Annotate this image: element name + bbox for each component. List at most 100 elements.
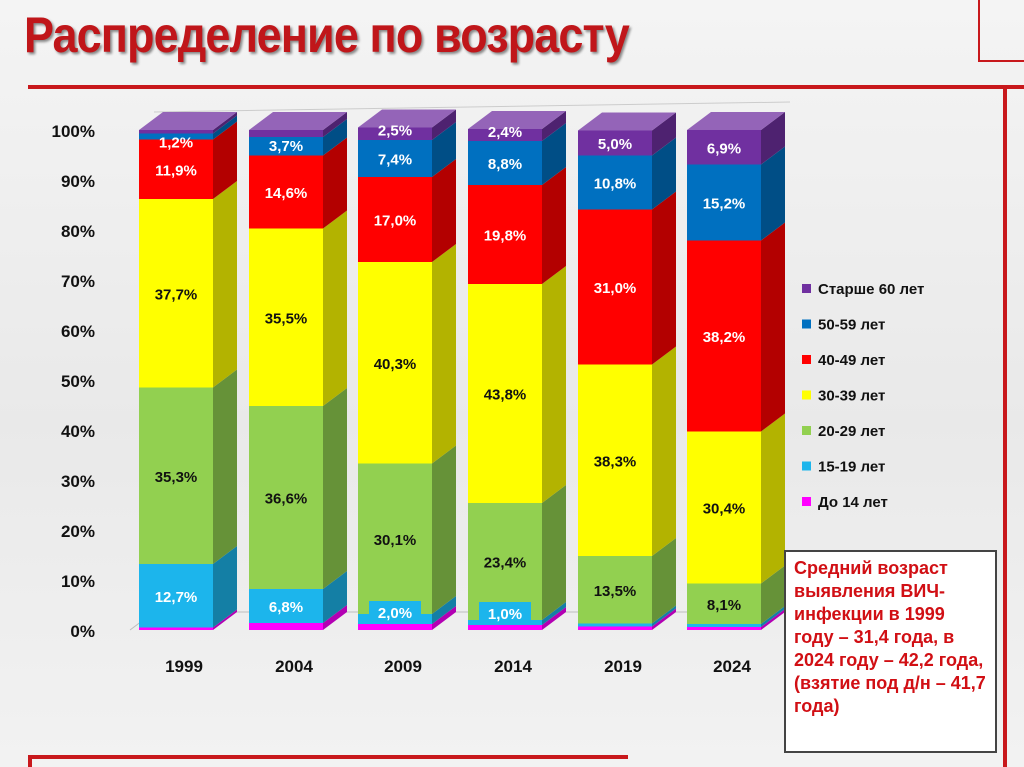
bar-segment (687, 431, 761, 584)
segment-label: 1,0% (488, 606, 522, 623)
segment-label: 11,9% (155, 162, 197, 179)
bar-group-2009: 2,0% 30,1% 40,3% 17,0% 7,4% 2,5% (358, 109, 456, 630)
legend-label: 50-59 лет (818, 317, 885, 334)
bar-segment-side (432, 596, 456, 624)
bar-segment-side (761, 606, 785, 627)
bar-segment (249, 155, 323, 229)
bar-segment-side (652, 608, 676, 630)
legend-label: 20-29 лет (818, 423, 885, 440)
bar-segment-side (432, 445, 456, 614)
segment-label: 30,1% (374, 532, 417, 549)
bar-segment-side (213, 115, 237, 140)
segment-label: 38,2% (703, 329, 746, 346)
x-tick-label: 1999 (165, 657, 203, 676)
bar-segment-side (323, 137, 347, 229)
legend-swatch (802, 497, 811, 506)
bar-segment (249, 623, 323, 630)
segment-label: 8,8% (488, 156, 522, 173)
x-tick-label: 2004 (275, 657, 313, 676)
bar-segment-side (542, 485, 566, 620)
bar-segment-side (652, 605, 676, 627)
segment-label: 19,8% (484, 228, 527, 245)
segment-label: 17,0% (374, 213, 417, 230)
bar-segment-side (761, 565, 785, 624)
x-tick-label: 2024 (713, 657, 751, 676)
bar-segment-side (542, 607, 566, 630)
y-tick-label: 30% (61, 472, 95, 491)
bar-segment (578, 556, 652, 624)
bar-segment (687, 627, 761, 630)
frame-right-line (1003, 85, 1007, 767)
bar-segment (468, 284, 542, 503)
segment-label: 37,7% (155, 286, 198, 303)
segment-label: 23,4% (484, 555, 527, 572)
segment-label: 35,3% (155, 469, 198, 486)
segment-label: 6,8% (269, 599, 303, 616)
bar-group-1999: 12,7% 35,3% 37,7% 11,9% 1,2% (139, 112, 237, 630)
segment-label: 35,5% (265, 310, 308, 327)
bar-segment (468, 141, 542, 185)
segment-label: 40,3% (374, 356, 417, 373)
legend-swatch (802, 355, 811, 364)
bar-segment (249, 406, 323, 589)
bar-segment (139, 199, 213, 388)
bar-group-2019: 13,5% 38,3% 31,0% 10,8% 5,0% (578, 112, 676, 630)
bar-segment (468, 129, 542, 141)
y-tick-label: 10% (61, 572, 95, 591)
frame-left-line (28, 755, 32, 767)
bar-segment-side (542, 602, 566, 625)
bar-segment (358, 140, 432, 177)
legend-swatch (802, 319, 811, 329)
x-tick-label: 2014 (494, 657, 532, 676)
bar-segment (578, 209, 652, 365)
bar-segment (578, 155, 652, 210)
gridline (153, 101, 791, 113)
bar-segment (249, 130, 323, 137)
y-tick-label: 90% (61, 172, 95, 191)
x-tick-label: 2019 (604, 657, 642, 676)
segment-label: 6,9% (707, 140, 741, 157)
bar-segment (578, 623, 652, 627)
bar-segment-side (213, 112, 237, 134)
bar-segment-side (542, 111, 566, 141)
label-box (479, 602, 531, 624)
bar-segment-side (213, 369, 237, 564)
segment-label: 38,3% (594, 453, 637, 470)
bar-segment (468, 185, 542, 284)
legend-label: До 14 лет (818, 494, 888, 511)
bar-top (687, 112, 785, 130)
segment-label: 31,0% (594, 280, 637, 297)
bar-top (468, 111, 566, 129)
bar-segment-side (323, 112, 347, 137)
segment-label: 2,0% (378, 605, 412, 622)
bar-segment (687, 624, 761, 627)
y-tick-label: 50% (61, 372, 95, 391)
y-tick-label: 60% (61, 322, 95, 341)
bar-segment-side (652, 137, 676, 210)
segment-label: 3,7% (269, 138, 303, 155)
legend-swatch (802, 284, 811, 293)
bar-segment-side (432, 109, 456, 140)
bar-segment-side (323, 210, 347, 406)
frame-top-line (28, 85, 1024, 89)
bar-segment (687, 583, 761, 624)
bar-segment (358, 127, 432, 140)
segment-label: 10,8% (594, 176, 637, 193)
segment-label: 13,5% (594, 583, 637, 600)
page-title: Распределение по возрасту (24, 7, 630, 63)
segment-label: 5,0% (598, 136, 632, 153)
bar-segment (358, 463, 432, 614)
x-tick-label: 2009 (384, 657, 422, 676)
bar-segment (358, 177, 432, 262)
y-tick-label: 20% (61, 522, 95, 541)
label-box (369, 601, 421, 623)
legend-swatch (802, 426, 811, 435)
bar-segment-side (323, 388, 347, 589)
bar-segment-side (542, 266, 566, 503)
segment-label: 36,6% (265, 491, 308, 508)
bar-segment-side (213, 546, 237, 628)
segment-label: 43,8% (484, 387, 527, 404)
bar-segment (578, 364, 652, 556)
bar-segment (687, 130, 761, 165)
bar-segment (468, 503, 542, 620)
